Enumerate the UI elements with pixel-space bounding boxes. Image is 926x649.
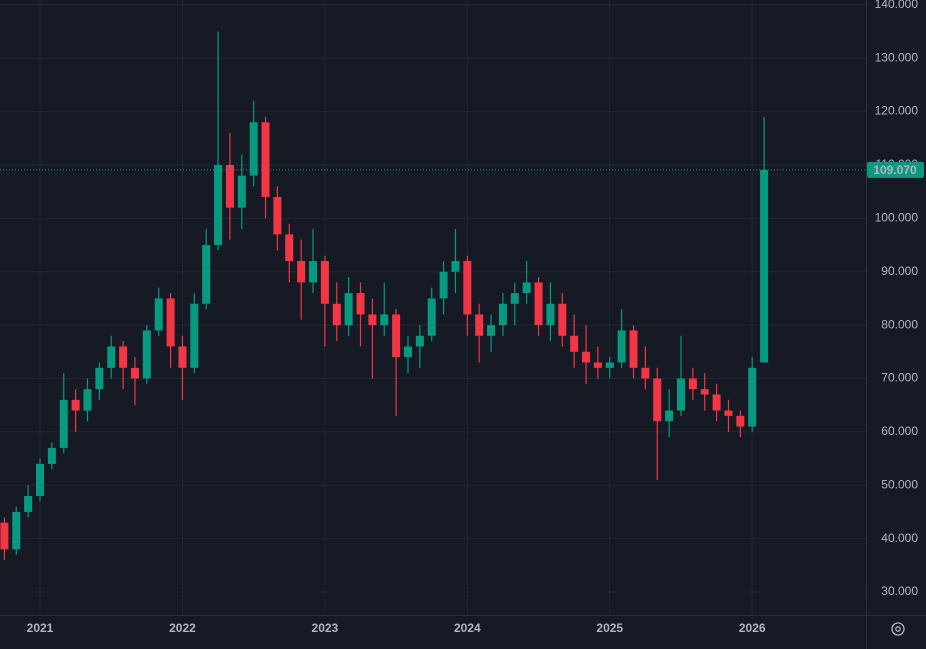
candle-body	[403, 346, 412, 358]
candle-body	[534, 282, 543, 326]
candle-body	[522, 282, 531, 294]
candle-body	[570, 335, 579, 352]
candle-body	[510, 293, 519, 304]
candle-body	[487, 325, 496, 336]
y-tick-label: 60.000	[881, 424, 918, 438]
candle-body	[498, 303, 507, 326]
candle-body	[724, 410, 733, 416]
x-tick-label: 2021	[27, 621, 54, 635]
candle-body	[653, 378, 662, 422]
candle-body	[617, 330, 626, 363]
settings-icon[interactable]	[891, 622, 905, 636]
candle-body	[130, 367, 139, 379]
candle-body	[24, 495, 33, 512]
y-tick-label: 30.000	[881, 584, 918, 598]
candle-body	[297, 261, 306, 283]
candle-body	[415, 335, 424, 347]
candle-body	[285, 234, 294, 262]
settings-ring[interactable]	[891, 622, 905, 636]
candle-body	[700, 389, 709, 395]
candle-body	[392, 314, 401, 358]
candle-body	[356, 293, 365, 315]
x-tick-label: 2022	[169, 621, 196, 635]
candle-body	[760, 169, 769, 363]
candle-body	[71, 399, 80, 411]
candle-body	[309, 261, 318, 283]
candle-body	[688, 378, 697, 390]
candle-body	[439, 271, 448, 299]
candle-body	[107, 346, 116, 368]
candle-body	[142, 330, 151, 379]
candle-body	[166, 298, 175, 347]
candle-body	[273, 196, 282, 235]
candle-body	[463, 261, 472, 315]
candle-body	[0, 522, 9, 550]
candle-body	[380, 314, 389, 326]
candle-body	[451, 261, 460, 272]
candle-body	[190, 303, 199, 368]
candle-body	[558, 303, 567, 336]
candle-body	[676, 378, 685, 411]
x-tick-label: 2026	[739, 621, 766, 635]
x-tick-label: 2024	[454, 621, 481, 635]
candle-body	[83, 389, 92, 411]
last-price-label: 109.070	[873, 163, 917, 177]
candle-body	[154, 298, 163, 331]
candle-body	[249, 122, 258, 176]
candle-body	[178, 346, 187, 368]
candle-body	[582, 351, 591, 363]
candle-body	[261, 122, 270, 197]
x-tick-label: 2025	[596, 621, 623, 635]
candle-body	[736, 415, 745, 427]
candle-body	[320, 261, 329, 304]
candle-body	[59, 399, 68, 448]
candle-body	[95, 367, 104, 390]
candle-body	[214, 164, 223, 246]
candle-body	[368, 314, 377, 326]
y-tick-label: 40.000	[881, 531, 918, 545]
candle-body	[605, 362, 614, 368]
y-tick-label: 70.000	[881, 371, 918, 385]
candle-body	[36, 463, 45, 496]
candle-body	[665, 410, 674, 422]
y-tick-label: 80.000	[881, 317, 918, 331]
x-tick-label: 2023	[312, 621, 339, 635]
candle-body	[202, 245, 211, 304]
y-tick-label: 100.000	[875, 211, 919, 225]
y-tick-label: 140.000	[875, 0, 919, 11]
candle-body	[344, 293, 353, 326]
candle-body	[593, 362, 602, 368]
candle-body	[712, 394, 721, 411]
last-price-box	[867, 161, 924, 178]
candle-body	[748, 367, 757, 427]
candle-body	[427, 298, 436, 336]
candle-body	[332, 303, 341, 326]
settings-dot[interactable]	[895, 626, 901, 632]
candle-body	[629, 330, 638, 368]
y-tick-label: 130.000	[875, 50, 919, 64]
candle-body	[119, 346, 128, 368]
y-tick-label: 90.000	[881, 264, 918, 278]
y-tick-label: 120.000	[875, 104, 919, 118]
candle-body	[641, 367, 650, 379]
candle-body	[237, 175, 246, 208]
candle-body	[47, 447, 56, 464]
candle-body	[475, 314, 484, 336]
candle-body	[225, 164, 234, 208]
candle-body	[546, 303, 555, 326]
y-tick-label: 50.000	[881, 477, 918, 491]
candle-body	[12, 511, 21, 550]
